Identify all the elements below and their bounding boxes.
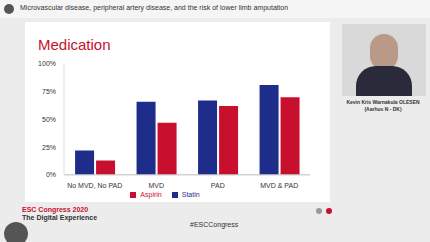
html-text:(Aarhus N - DK): (Aarhus N - DK) [364,106,402,112]
html-text:Microvascular disease, periphe: Microvascular disease, peripheral artery… [20,4,289,11]
html-text:#ESCCongress: #ESCCongress [190,221,239,228]
svg-text:50%: 50% [42,116,56,123]
svg-text:No MVD, No PAD: No MVD, No PAD [67,182,122,189]
svg-text:75%: 75% [42,88,56,95]
svg-text:25%: 25% [42,144,56,151]
svg-text:100%: 100% [38,60,56,67]
html-text:Aspirin: Aspirin [140,190,162,198]
svg-text:MVD & PAD: MVD & PAD [260,182,298,189]
html-text:The Digital Experience: The Digital Experience [22,214,98,221]
html-text:Statin: Statin [181,190,200,198]
svg-text:MVD: MVD [148,182,164,189]
html-text:ESC Congress 2020: ESC Congress 2020 [22,206,89,213]
html-text:Medication: Medication [38,36,111,53]
svg-text:0%: 0% [46,171,56,178]
svg-text:PAD: PAD [211,182,225,189]
html-text:Kevin Kris Warnakula OLESEN: Kevin Kris Warnakula OLESEN [346,99,420,105]
